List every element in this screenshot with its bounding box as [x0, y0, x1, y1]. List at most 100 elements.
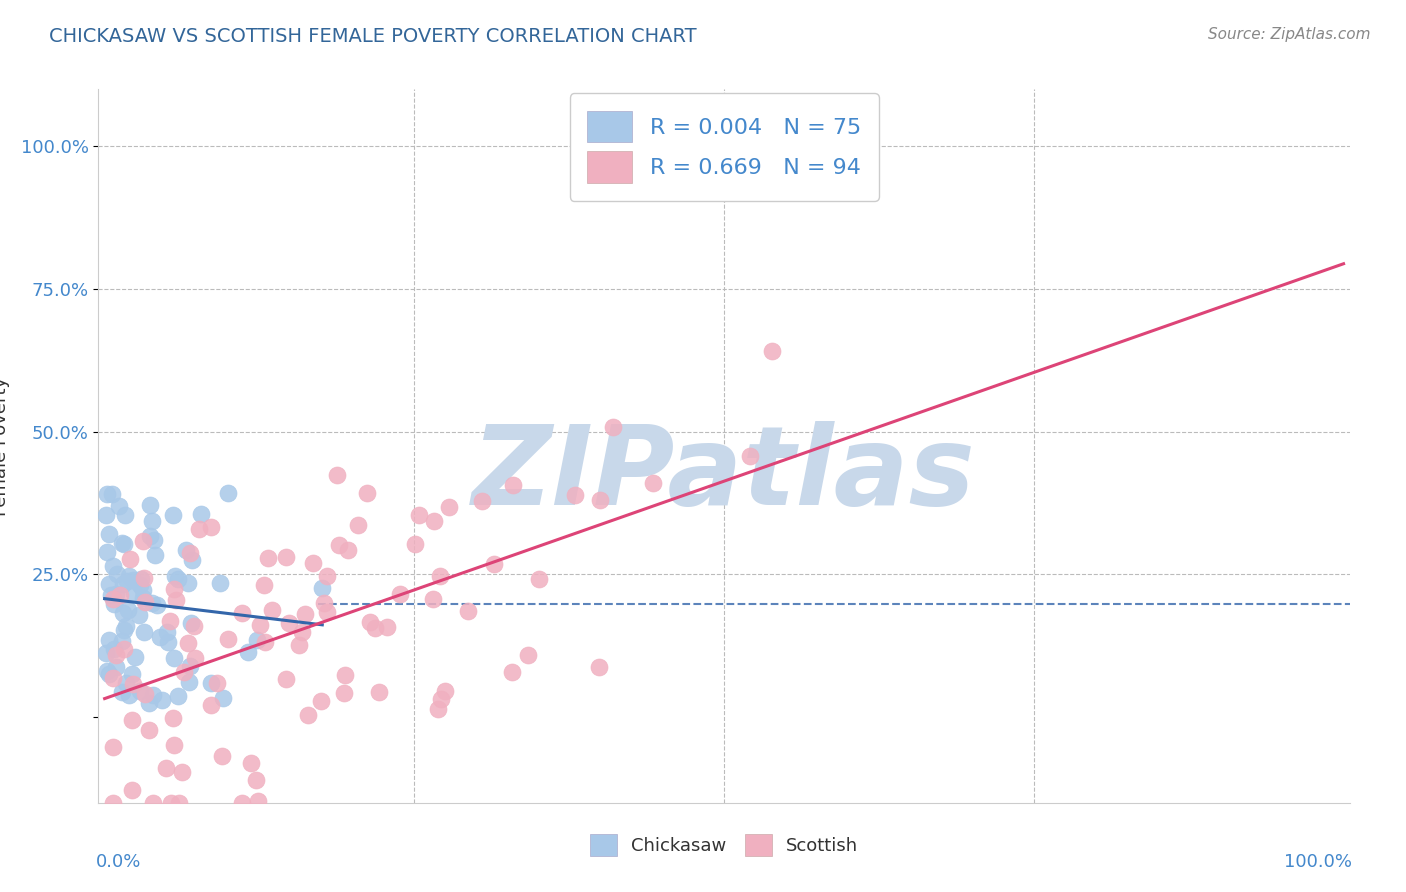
Point [98, 576, 121, 591]
Point [297, 708, 319, 723]
Point [190, 507, 212, 521]
Point [276, 550, 298, 565]
Point [761, 343, 783, 358]
Point [118, 569, 141, 583]
Point [294, 607, 316, 621]
Point [139, 529, 162, 543]
Point [183, 651, 205, 665]
Point [247, 795, 270, 809]
Point [145, 598, 167, 612]
Point [231, 796, 253, 810]
Point [111, 685, 134, 699]
Point [254, 635, 277, 649]
Point [176, 576, 198, 591]
Point [115, 574, 138, 589]
Point [170, 765, 193, 780]
Point [115, 619, 138, 633]
Point [430, 691, 453, 706]
Point [245, 773, 267, 788]
Point [117, 603, 139, 617]
Point [333, 686, 356, 700]
Point [167, 796, 190, 810]
Point [112, 537, 135, 551]
Point [142, 796, 165, 810]
Point [200, 698, 222, 713]
Point [337, 543, 360, 558]
Point [156, 635, 179, 649]
Point [426, 702, 449, 716]
Point [104, 660, 127, 674]
Point [98, 666, 121, 681]
Point [212, 690, 235, 705]
Point [239, 756, 262, 771]
Point [111, 577, 134, 591]
Point [347, 517, 370, 532]
Point [249, 618, 271, 632]
Point [422, 592, 444, 607]
Point [122, 586, 145, 600]
Point [141, 514, 163, 528]
Point [200, 520, 222, 534]
Point [457, 604, 479, 618]
Point [101, 796, 124, 810]
Point [112, 623, 135, 637]
Point [529, 573, 551, 587]
Point [121, 713, 143, 727]
Point [316, 569, 339, 583]
Point [643, 475, 665, 490]
Point [111, 535, 134, 549]
Point [160, 796, 183, 810]
Point [129, 572, 152, 586]
Point [121, 666, 143, 681]
Point [132, 571, 155, 585]
Text: CHICKASAW VS SCOTTISH FEMALE POVERTY CORRELATION CHART: CHICKASAW VS SCOTTISH FEMALE POVERTY COR… [49, 27, 697, 45]
Point [103, 597, 125, 611]
Text: ZIPatlas: ZIPatlas [472, 421, 976, 528]
Point [163, 738, 186, 752]
Point [124, 649, 146, 664]
Point [211, 748, 233, 763]
Point [602, 420, 624, 434]
Point [131, 533, 153, 548]
Point [143, 533, 166, 548]
Point [359, 615, 381, 629]
Point [131, 582, 153, 597]
Point [236, 645, 259, 659]
Point [132, 591, 155, 606]
Point [134, 688, 156, 702]
Point [108, 499, 131, 513]
Point [471, 493, 494, 508]
Point [183, 619, 205, 633]
Text: Source: ZipAtlas.com: Source: ZipAtlas.com [1208, 27, 1371, 42]
Point [129, 578, 152, 592]
Point [173, 665, 195, 679]
Point [517, 648, 540, 662]
Point [143, 548, 166, 562]
Point [112, 642, 135, 657]
Point [564, 488, 586, 502]
Point [162, 508, 184, 523]
Point [94, 646, 117, 660]
Point [150, 693, 173, 707]
Point [96, 664, 118, 678]
Point [94, 508, 117, 522]
Point [156, 625, 179, 640]
Point [231, 606, 253, 620]
Point [101, 739, 124, 754]
Point [159, 615, 181, 629]
Point [155, 761, 177, 775]
Point [176, 636, 198, 650]
Point [104, 648, 127, 662]
Point [114, 508, 136, 523]
Point [167, 572, 190, 586]
Point [103, 641, 125, 656]
Point [256, 550, 278, 565]
Point [104, 587, 127, 601]
Point [209, 575, 232, 590]
Point [291, 625, 314, 640]
Point [166, 690, 188, 704]
Point [314, 596, 336, 610]
Point [377, 619, 399, 633]
Point [276, 673, 298, 687]
Point [105, 567, 128, 582]
